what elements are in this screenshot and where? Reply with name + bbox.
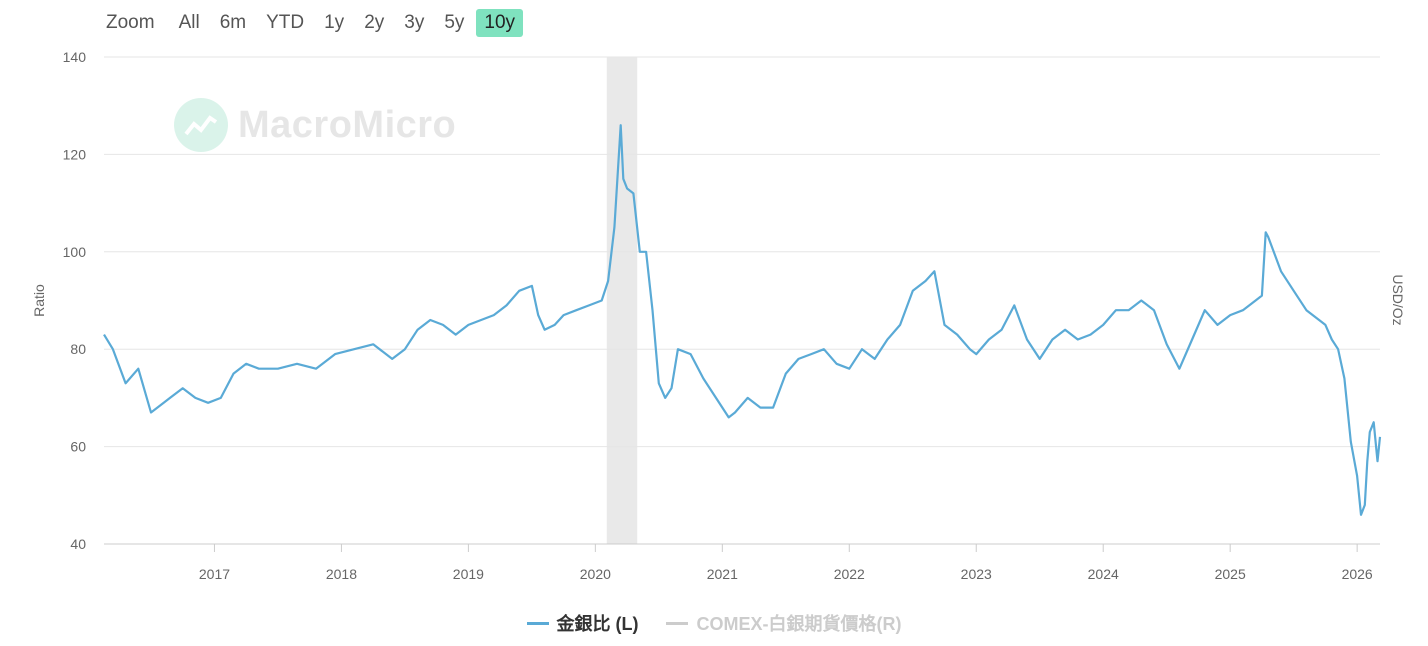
macromicro-watermark: MacroMicro [174, 98, 456, 152]
y2-axis-title: USD/Oz [1390, 274, 1406, 325]
zoom-all-button[interactable]: All [178, 12, 200, 33]
chart-legend: 金銀比 (L) COMEX-白銀期貨價格(R) [0, 610, 1428, 636]
x-tick-label: 2019 [453, 566, 484, 582]
macromicro-logo-icon [174, 98, 228, 152]
x-tick-label: 2021 [707, 566, 738, 582]
zoom-ytd-button[interactable]: YTD [266, 12, 305, 33]
x-tick-label: 2020 [580, 566, 611, 582]
y-axis-title: Ratio [31, 284, 47, 317]
x-tick-label: 2018 [326, 566, 357, 582]
y-tick-label: 40 [70, 536, 86, 552]
zoom-1y-button[interactable]: 1y [324, 12, 345, 33]
x-tick-label: 2025 [1215, 566, 1246, 582]
x-tick-label: 2022 [834, 566, 865, 582]
legend-item-comex-silver[interactable]: COMEX-白銀期貨價格(R) [666, 610, 901, 636]
zoom-toolbar: Zoom All 6m YTD 1y 2y 3y 5y 10y [106, 8, 527, 38]
legend-swatch-silver [666, 621, 689, 625]
legend-label-silver: COMEX-白銀期貨價格(R) [696, 614, 902, 634]
watermark-text: MacroMicro [238, 103, 457, 146]
zoom-2y-button[interactable]: 2y [364, 12, 385, 33]
x-tick-label: 2017 [199, 566, 230, 582]
y-tick-label: 80 [70, 341, 86, 357]
zoom-10y-button[interactable]: 10y [476, 9, 524, 37]
y-tick-label: 100 [63, 244, 87, 260]
y-tick-label: 120 [63, 146, 87, 162]
zoom-3y-button[interactable]: 3y [404, 12, 425, 33]
y-tick-label: 60 [70, 439, 86, 455]
zoom-6m-button[interactable]: 6m [219, 12, 247, 33]
legend-swatch-ratio [526, 621, 549, 625]
zoom-label: Zoom [106, 12, 155, 33]
series-line-gold-silver-ratio [103, 124, 1382, 516]
legend-item-gold-silver-ratio[interactable]: 金銀比 (L) [526, 610, 639, 636]
y-tick-label: 140 [63, 49, 87, 65]
legend-label-ratio: 金銀比 (L) [556, 614, 639, 634]
x-tick-label: 2026 [1342, 566, 1373, 582]
x-tick-label: 2023 [961, 566, 992, 582]
x-tick-label: 2024 [1088, 566, 1119, 582]
zoom-5y-button[interactable]: 5y [444, 12, 465, 33]
